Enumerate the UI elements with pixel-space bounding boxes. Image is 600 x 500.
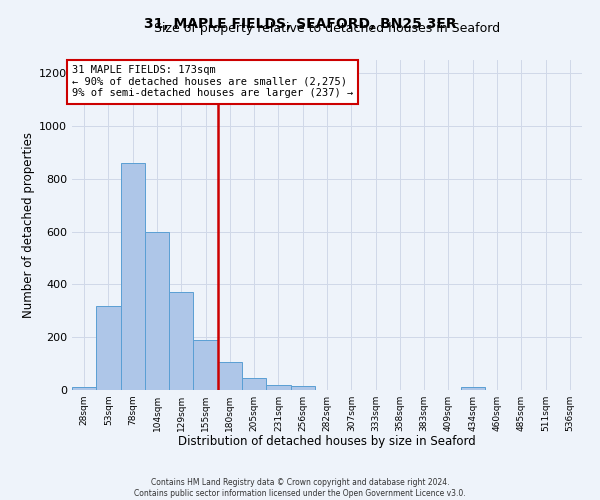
Text: Contains HM Land Registry data © Crown copyright and database right 2024.
Contai: Contains HM Land Registry data © Crown c… <box>134 478 466 498</box>
Text: 31 MAPLE FIELDS: 173sqm
← 90% of detached houses are smaller (2,275)
9% of semi-: 31 MAPLE FIELDS: 173sqm ← 90% of detache… <box>72 66 353 98</box>
Bar <box>72 388 96 390</box>
Text: 31, MAPLE FIELDS, SEAFORD, BN25 3ER: 31, MAPLE FIELDS, SEAFORD, BN25 3ER <box>143 18 457 32</box>
Bar <box>266 384 290 390</box>
Y-axis label: Number of detached properties: Number of detached properties <box>22 132 35 318</box>
Bar <box>121 163 145 390</box>
X-axis label: Distribution of detached houses by size in Seaford: Distribution of detached houses by size … <box>178 436 476 448</box>
Bar <box>461 388 485 390</box>
Title: Size of property relative to detached houses in Seaford: Size of property relative to detached ho… <box>154 22 500 35</box>
Bar <box>218 362 242 390</box>
Bar <box>242 378 266 390</box>
Bar <box>193 340 218 390</box>
Bar <box>145 232 169 390</box>
Bar <box>169 292 193 390</box>
Bar <box>290 386 315 390</box>
Bar <box>96 306 121 390</box>
